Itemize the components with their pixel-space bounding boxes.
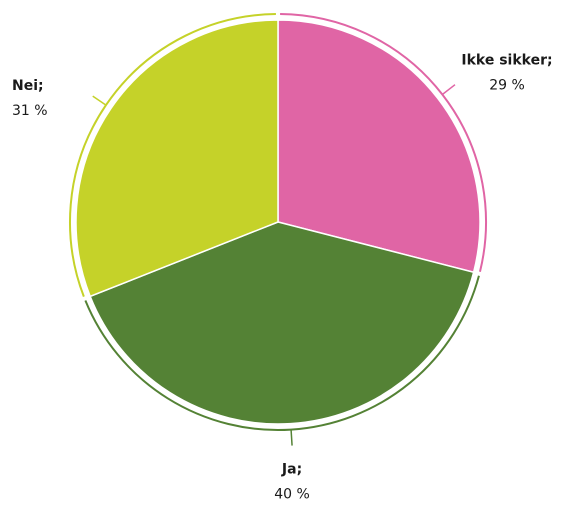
pie-slice — [277, 19, 481, 274]
pie-slice — [75, 19, 279, 298]
leader-line — [92, 95, 107, 106]
pie-slice — [89, 221, 475, 425]
leader-line — [441, 84, 456, 96]
leader-line — [290, 429, 293, 446]
value-label: 29 % — [489, 78, 525, 94]
slice-rim — [69, 13, 276, 297]
category-label: Nei; — [12, 78, 44, 94]
category-label: Ikke sikker; — [461, 53, 552, 69]
value-label: 31 % — [12, 103, 48, 119]
value-label: 40 % — [274, 487, 310, 503]
category-label: Ja; — [281, 462, 302, 478]
